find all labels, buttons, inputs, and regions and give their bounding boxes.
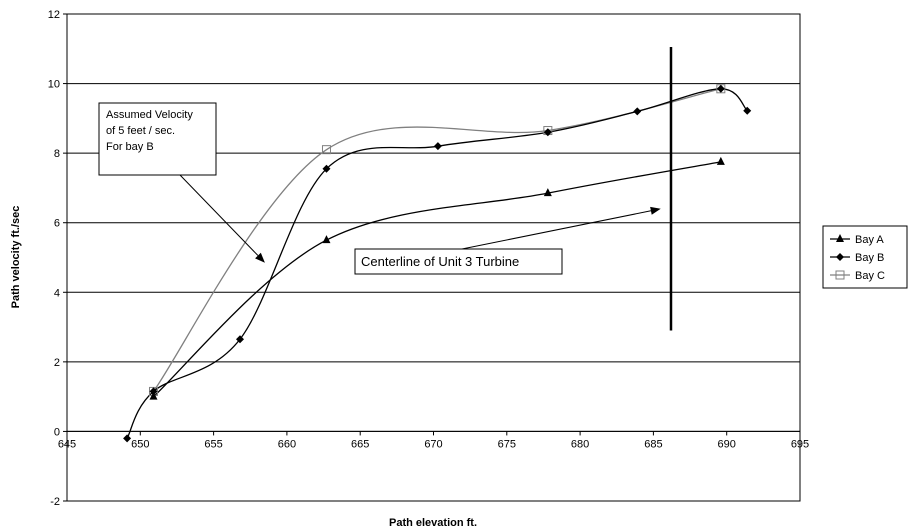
annotation-arrow-assumed-velocity bbox=[179, 174, 259, 256]
y-axis-ticks: -2 0 2 4 6 8 10 12 bbox=[48, 9, 67, 508]
y-tick-label: 0 bbox=[54, 426, 60, 438]
x-axis-ticks: 645 650 655 660 665 670 675 680 685 690 695 bbox=[58, 430, 809, 450]
legend: Bay A Bay B Bay C bbox=[822, 225, 908, 289]
y-tick-label: 12 bbox=[48, 9, 60, 21]
marker-bay-b bbox=[235, 335, 244, 344]
annotations: Assumed Velocity of 5 feet / sec. For ba… bbox=[98, 47, 673, 331]
marker-bay-b bbox=[716, 84, 725, 93]
legend-marker-bay-c bbox=[835, 270, 845, 280]
x-tick-label: 675 bbox=[498, 438, 516, 450]
legend-label-bay-b: Bay B bbox=[855, 252, 884, 264]
x-tick-label: 680 bbox=[571, 438, 589, 450]
annotation-arrow-centerline bbox=[461, 210, 652, 250]
y-tick-label: 2 bbox=[54, 357, 60, 369]
series-line-bay-a bbox=[153, 161, 721, 398]
x-tick-label: 670 bbox=[424, 438, 442, 450]
annotation-arrowhead-assumed-velocity bbox=[255, 252, 265, 263]
marker-bay-b bbox=[123, 434, 132, 443]
x-tick-label: 665 bbox=[351, 438, 369, 450]
annotation-centerline-text: Centerline of Unit 3 Turbine bbox=[361, 254, 519, 269]
legend-label-bay-c: Bay C bbox=[855, 270, 885, 282]
marker-bay-b bbox=[633, 107, 642, 116]
marker-bay-a bbox=[149, 391, 158, 400]
annotation-arrowhead-centerline bbox=[650, 206, 661, 215]
y-tick-label: 4 bbox=[54, 287, 60, 299]
y-tick-label: 10 bbox=[48, 79, 60, 91]
annotation-assumed-velocity-line-1: Assumed Velocity bbox=[106, 109, 193, 121]
marker-bay-a bbox=[716, 156, 725, 165]
marker-bay-b bbox=[149, 387, 158, 396]
x-tick-label: 655 bbox=[204, 438, 222, 450]
marker-bay-b bbox=[543, 128, 552, 137]
x-tick-label: 695 bbox=[791, 438, 809, 450]
annotation-box-centerline bbox=[354, 248, 563, 275]
legend-marker-bay-b bbox=[836, 253, 844, 261]
y-tick-label: 6 bbox=[54, 218, 60, 230]
series-markers bbox=[123, 84, 752, 443]
legend-items: Bay A Bay B Bay C bbox=[830, 234, 885, 282]
series-line-bay-b bbox=[126, 88, 748, 439]
legend-marker-bay-a bbox=[836, 234, 844, 242]
marker-bay-a bbox=[322, 235, 331, 244]
annotation-box-assumed-velocity bbox=[98, 102, 217, 176]
x-tick-label: 650 bbox=[131, 438, 149, 450]
marker-bay-a bbox=[543, 188, 552, 197]
annotation-assumed-velocity-line-2: of 5 feet / sec. bbox=[106, 125, 175, 137]
marker-bay-b bbox=[433, 142, 442, 151]
annotation-assumed-velocity-line-3: For bay B bbox=[106, 141, 154, 153]
x-tick-label: 690 bbox=[718, 438, 736, 450]
x-tick-label: 685 bbox=[644, 438, 662, 450]
legend-label-bay-a: Bay A bbox=[855, 234, 884, 246]
y-axis-title: Path velocity ft./sec bbox=[10, 206, 22, 309]
marker-bay-c bbox=[321, 145, 331, 155]
y-tick-label: 8 bbox=[54, 148, 60, 160]
marker-bay-b bbox=[322, 164, 331, 173]
x-axis-title: Path elevation ft. bbox=[389, 517, 477, 529]
marker-bay-b bbox=[743, 106, 752, 115]
x-tick-label: 645 bbox=[58, 438, 76, 450]
y-tick-label: -2 bbox=[50, 496, 60, 508]
x-tick-label: 660 bbox=[278, 438, 296, 450]
